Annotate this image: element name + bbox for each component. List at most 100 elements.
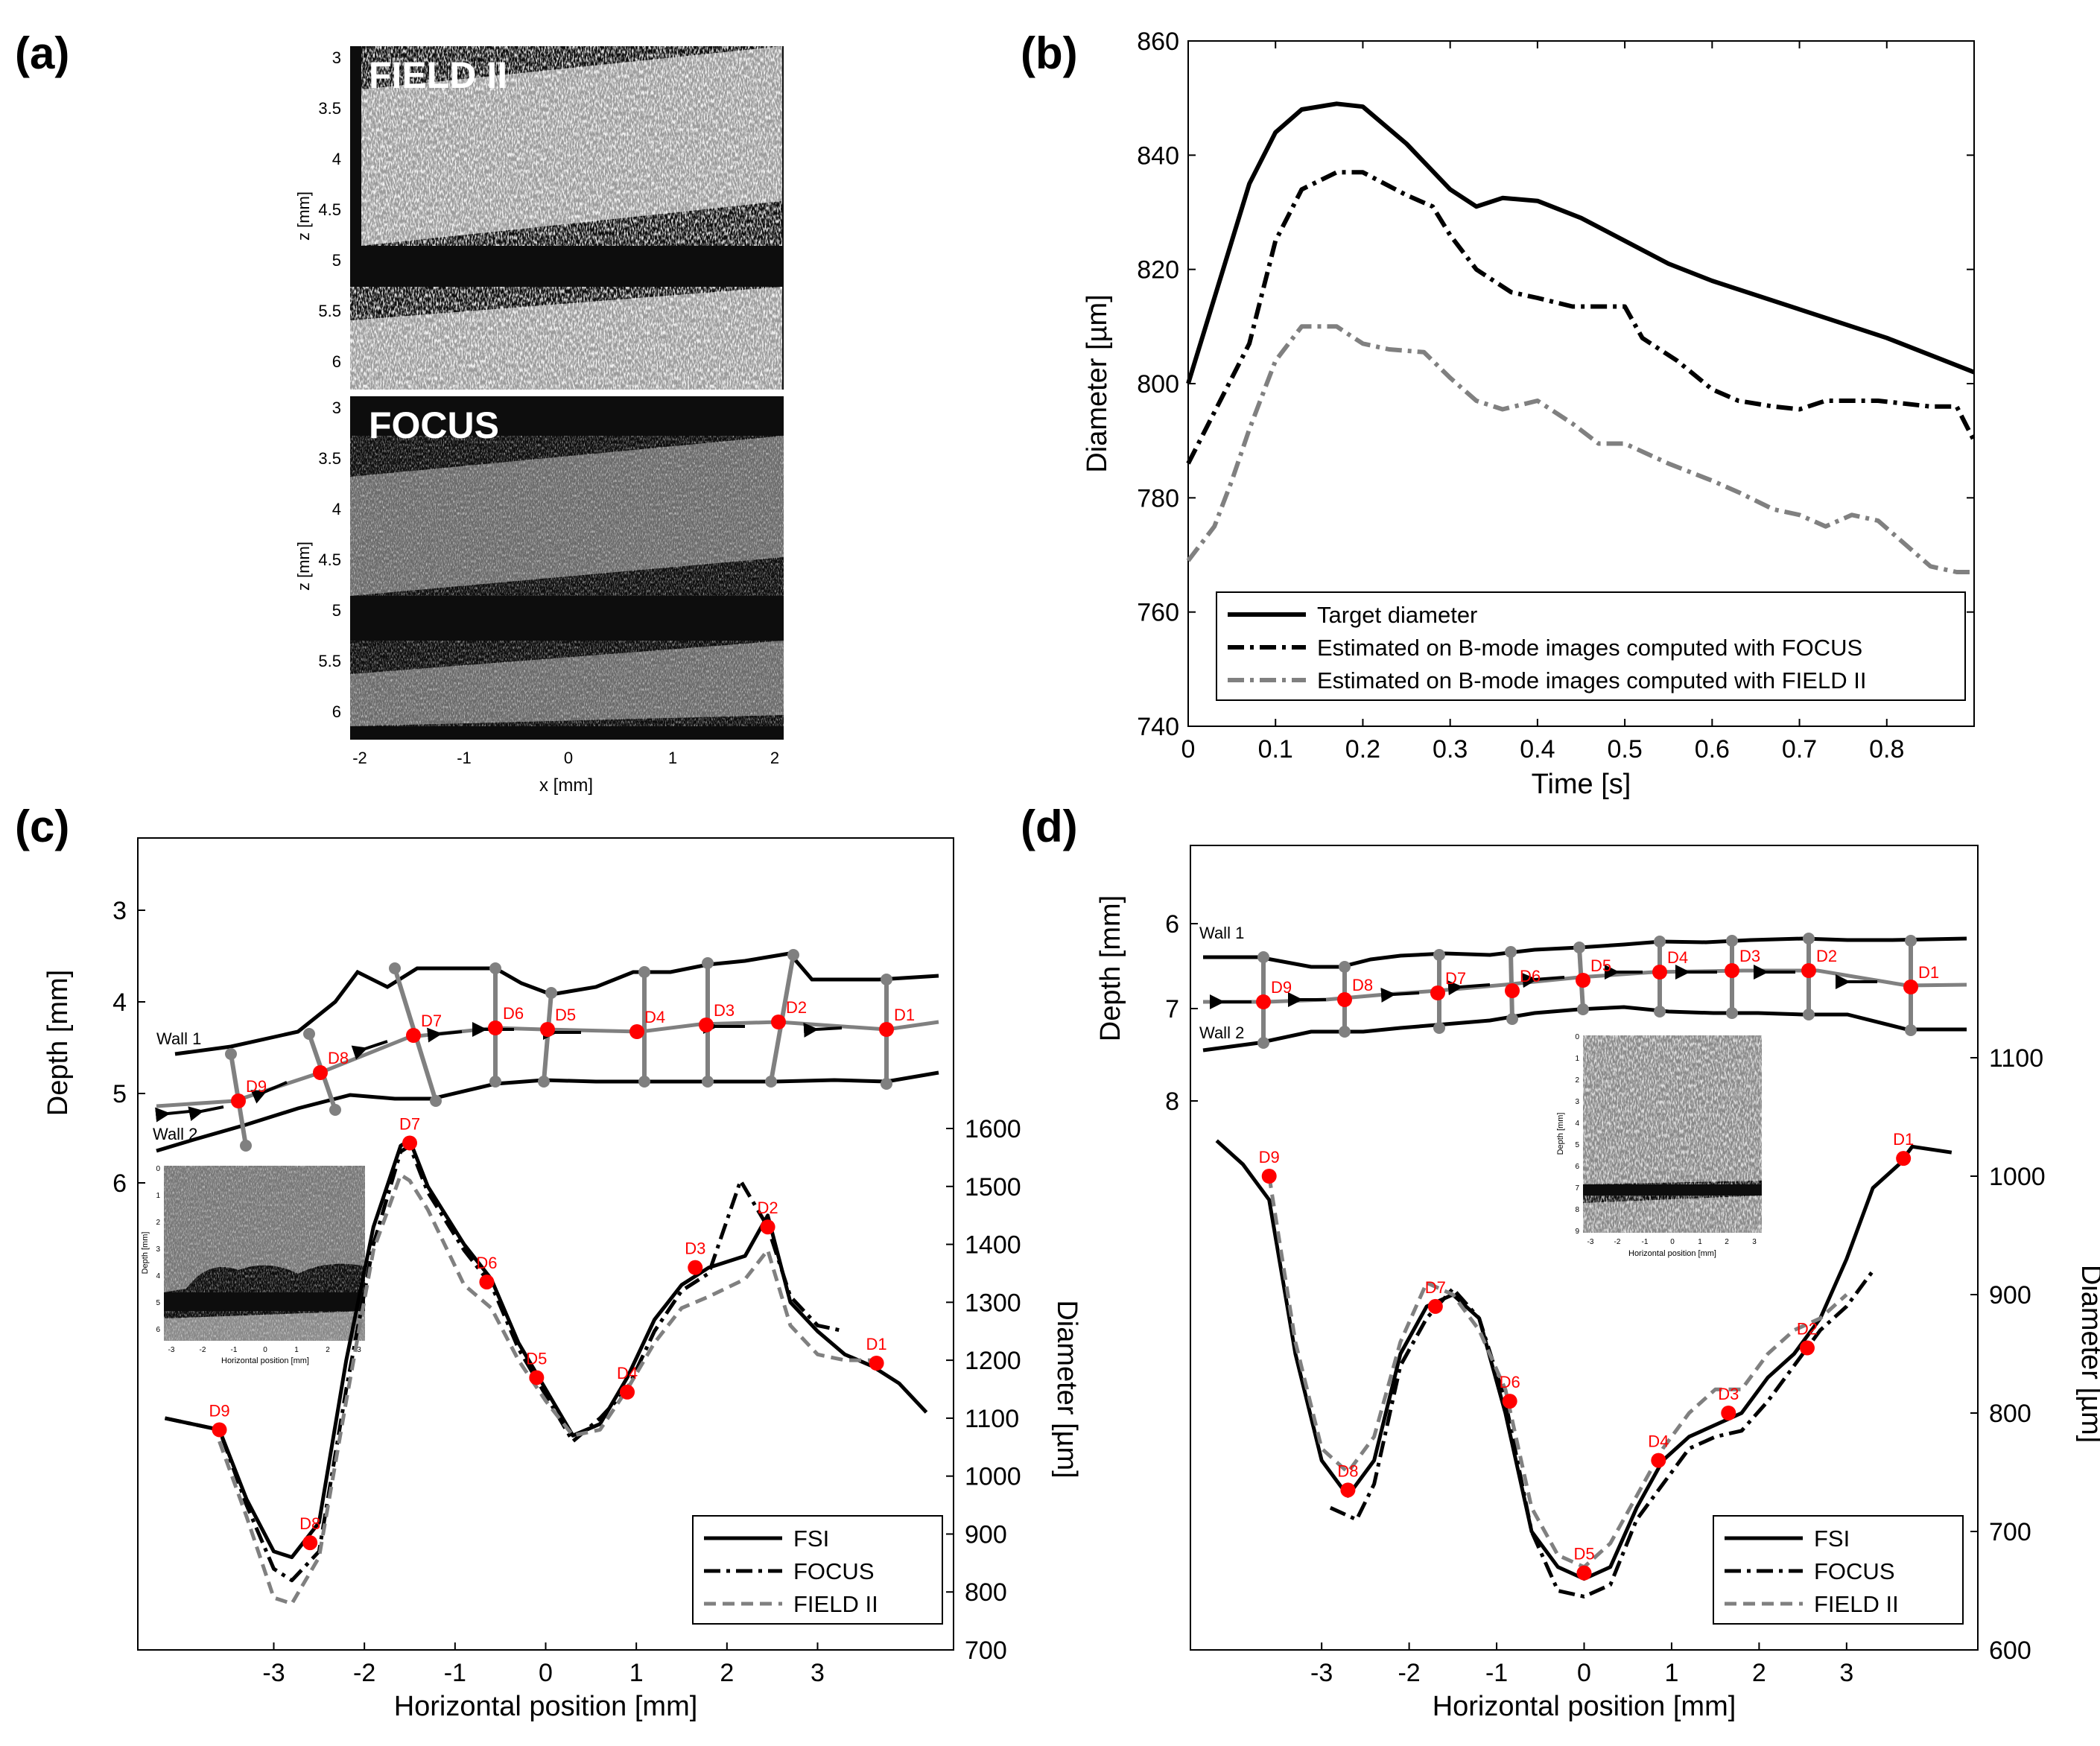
centerline-point-label: D6 (503, 1004, 524, 1023)
inset-xtick: 1 (294, 1346, 299, 1354)
panel-a-yticks-bottom: 3 3.5 4 4.5 5 5.5 6 (318, 399, 341, 721)
inset-ytick: 2 (156, 1219, 160, 1227)
centerline-point-label: D5 (555, 1006, 576, 1024)
legend-label: FOCUS (793, 1558, 875, 1584)
x-axis-label: Time [s] (1532, 769, 1631, 800)
panel-label-d: (d) (1021, 801, 1078, 851)
y-tick-label: 780 (1137, 484, 1179, 512)
wall-node (1433, 949, 1445, 961)
curve-marker-D4 (620, 1384, 635, 1400)
panel-c-inset-ylabel: Depth [mm] (141, 1232, 150, 1274)
wall-node (489, 962, 501, 974)
flow-arrow (155, 1107, 191, 1123)
x-tick-label: 3 (811, 1659, 825, 1687)
x-tick-label: 0.2 (1345, 735, 1380, 764)
panel-d-inset-xlabel: Horizontal position [mm] (1628, 1249, 1716, 1258)
inset-xtick: 2 (1725, 1238, 1729, 1246)
wall-2-line (156, 1070, 939, 1153)
centerline-point-label: D4 (644, 1008, 665, 1026)
x-tick-label: -1 (1485, 1659, 1508, 1687)
centerline-point-label: D3 (714, 1001, 735, 1020)
wall-node (1726, 1007, 1738, 1019)
flow-arrow (351, 1040, 388, 1060)
inset-xtick: -3 (1587, 1238, 1594, 1246)
panel-label-b: (b) (1021, 28, 1078, 78)
wall-node (1433, 1022, 1445, 1034)
inset-xtick: 1 (1698, 1238, 1702, 1246)
centerline-point-D3 (1725, 963, 1739, 978)
xtick: -1 (457, 749, 472, 767)
wall-1-label: Wall 1 (156, 1029, 201, 1048)
inset-ytick: 3 (156, 1245, 160, 1254)
wall-node (638, 966, 650, 978)
inset-ytick: 9 (1575, 1228, 1579, 1236)
bmode-field2-title: FIELD II (369, 54, 507, 96)
legend-box (1216, 591, 1966, 701)
diameter-tick-label: 700 (1989, 1518, 2031, 1546)
diameter-curve-3 (1267, 1175, 1848, 1569)
panel-a-xlabel: x [mm] (539, 775, 593, 796)
panel-c-inset-yticks: 0 1 2 3 4 5 6 (156, 1165, 160, 1334)
legend-label: Estimated on B-mode images computed with… (1317, 635, 1862, 661)
centerline-point-D4 (1652, 965, 1667, 980)
diameter-tick-label: 1600 (965, 1115, 1021, 1143)
curve-marker-label: D6 (1500, 1373, 1520, 1391)
centerline-point-label: D4 (1667, 948, 1688, 967)
inset-xtick: -1 (231, 1346, 238, 1354)
inset-xtick: -3 (168, 1346, 175, 1354)
curve-marker-label: D2 (1797, 1320, 1818, 1339)
inset-ytick: 6 (1575, 1163, 1579, 1171)
inset-xtick: 3 (357, 1346, 361, 1354)
wall-1-line (1203, 936, 1967, 969)
x-tick-label: -2 (353, 1659, 375, 1687)
legend-label: FIELD II (793, 1591, 878, 1617)
panel-b-chart: 0 0.1 0.2 0.3 0.4 0.5 0.6 0.7 0.8 740 760 780 800 820… (1082, 28, 1976, 800)
depth-tick-label: 5 (112, 1080, 127, 1108)
diameter-segment-D5 (542, 992, 553, 1082)
centerline-point-D8 (313, 1065, 328, 1080)
diameter-tick-label: 900 (1989, 1281, 2031, 1310)
diameter-tick-label: 1300 (965, 1289, 1021, 1317)
ytick: 3.5 (318, 99, 341, 118)
wall-node (1803, 933, 1815, 945)
inset-ytick: 5 (156, 1299, 160, 1307)
x-tick-label: 3 (1839, 1659, 1853, 1687)
wall-node (329, 1104, 341, 1116)
curve-marker-label: D8 (299, 1514, 320, 1533)
curve-marker-label: D2 (758, 1199, 778, 1217)
panel-a-ylabel-bottom: z [mm] (294, 542, 313, 591)
depth-tick-label: 4 (112, 988, 127, 1017)
ytick: 5.5 (318, 302, 341, 320)
curve-marker-label: D3 (685, 1239, 705, 1258)
wall-node (303, 1028, 315, 1040)
centerline-point-label: D2 (786, 998, 807, 1017)
centerline-point-label: D9 (246, 1077, 267, 1096)
wall-node (389, 962, 401, 974)
flow-arrow (188, 1105, 224, 1121)
panel-c-chart: Depth [mm] 0 1 2 3 4 5 6 -3 -2 -1 0 1 2 … (42, 837, 1082, 1722)
y-tick-label: 760 (1137, 599, 1179, 627)
centerline-point-label: D8 (328, 1049, 349, 1067)
depth-tick-label: 7 (1165, 995, 1179, 1023)
x-tick-label: 0 (539, 1659, 553, 1687)
curve-marker-D7 (1427, 1298, 1443, 1314)
curve-marker-label: D1 (1893, 1130, 1914, 1149)
curve-marker-D8 (302, 1535, 318, 1551)
x-tick-label: -1 (444, 1659, 466, 1687)
curve-marker-D8 (1340, 1482, 1356, 1498)
inset-xtick: 0 (263, 1346, 267, 1354)
wall-node (545, 987, 557, 999)
x-tick-label: 0 (1577, 1659, 1591, 1687)
curve-marker-D7 (402, 1135, 417, 1151)
wall-node (1573, 942, 1585, 953)
diameter-tick-label: 700 (965, 1637, 1007, 1665)
x-axis-label: Horizontal position [mm] (394, 1691, 698, 1722)
inset-ytick: 1 (1575, 1055, 1579, 1063)
wall-2-label: Wall 2 (153, 1125, 197, 1143)
diameter-tick-label: 800 (965, 1578, 1007, 1607)
wall-node (240, 1140, 252, 1152)
centerline-point-label: D1 (1918, 963, 1939, 982)
wall-node (765, 1076, 777, 1088)
wall-node (430, 1095, 442, 1107)
y-tick-label: 800 (1137, 370, 1179, 399)
